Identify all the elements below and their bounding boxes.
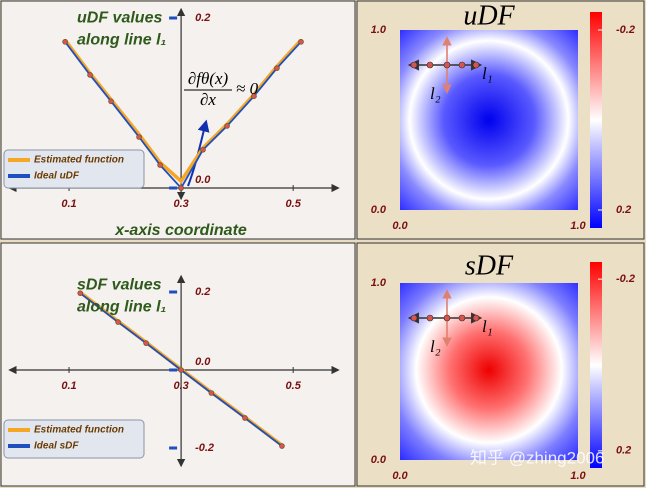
y-tick-label: 0.0: [371, 454, 387, 466]
x-tick-label: 1.0: [570, 220, 586, 232]
colorbar: [590, 12, 602, 228]
point: [208, 390, 215, 396]
legend-box: [3, 149, 145, 189]
point: [136, 134, 142, 140]
point: [298, 38, 304, 45]
point: [224, 123, 230, 129]
colorbar-tick-label: 0.2: [616, 445, 631, 457]
point: [178, 367, 184, 373]
point: [274, 65, 280, 71]
sample-dot: [426, 314, 434, 322]
legend-label: Estimated function: [34, 425, 124, 436]
point: [62, 38, 68, 45]
y-tick-label: 0.0: [195, 356, 211, 368]
chart-title: along line l₁: [77, 299, 166, 316]
sample-dot: [472, 61, 480, 69]
x-tick-label: 0.3: [173, 198, 188, 210]
y-tick-label: 0.0: [195, 174, 211, 186]
sample-dot: [443, 314, 451, 322]
x-tick-label: 0.1: [61, 198, 76, 210]
x-tick-label: 0.0: [392, 220, 408, 232]
colorbar-tick-label: 0.2: [616, 204, 631, 216]
watermark: 知乎 @zhing2006: [470, 448, 604, 467]
sample-dot: [458, 61, 466, 69]
y-tick-label: 0.2: [195, 12, 210, 24]
point: [108, 98, 114, 105]
y-tick-label: 1.0: [371, 277, 387, 289]
point: [77, 290, 84, 296]
series-line: [63, 38, 303, 184]
chart-title: along line l₁: [77, 32, 166, 49]
point: [251, 93, 257, 99]
y-tick-label: 1.0: [371, 24, 387, 36]
heatmap: [400, 283, 578, 460]
point: [279, 443, 285, 449]
x-tick-label: 0.5: [286, 380, 302, 392]
annotation-relation: ≈ 0: [236, 79, 259, 98]
x-tick-label: 0.1: [61, 380, 76, 392]
point: [143, 340, 149, 346]
annotation-denominator: ∂x: [200, 90, 216, 109]
heatmap: [400, 30, 578, 210]
chart-title: sDF values: [77, 277, 162, 294]
x-tick-label: 1.0: [570, 470, 586, 482]
l2-label: l₂: [430, 84, 441, 103]
l1-label: l₁: [482, 317, 493, 336]
y-tick-label: 0.2: [195, 286, 210, 298]
chart-title: sDF: [465, 250, 514, 281]
legend-label: Ideal uDF: [34, 171, 80, 182]
point: [200, 146, 206, 153]
legend-label: Estimated function: [34, 155, 124, 166]
legend-box: [3, 419, 145, 459]
x-axis-label: x-axis coordinate: [114, 222, 247, 239]
sample-dot: [410, 61, 418, 69]
l1-label: l₁: [482, 64, 493, 83]
l2-label: l₂: [430, 337, 441, 356]
sample-dot: [410, 314, 418, 322]
colorbar-tick-label: -0.2: [616, 273, 635, 285]
point: [178, 185, 184, 191]
sample-dot: [472, 314, 480, 322]
sample-dot: [443, 61, 451, 69]
chart-title: uDF values: [77, 10, 162, 27]
legend-label: Ideal sDF: [34, 441, 79, 452]
sample-dot: [426, 61, 434, 69]
point: [157, 162, 163, 168]
point: [115, 319, 121, 325]
y-tick-label: 0.0: [371, 204, 387, 216]
annotation-numerator: ∂fθ(x): [188, 69, 229, 88]
x-tick-label: 0.0: [392, 470, 408, 482]
x-tick-label: 0.5: [286, 198, 302, 210]
y-tick-label: -0.2: [195, 442, 214, 454]
point: [242, 415, 248, 421]
x-tick-label: 0.3: [173, 380, 188, 392]
chart-title: uDF: [463, 0, 515, 31]
point: [87, 72, 93, 78]
sample-dot: [458, 314, 466, 322]
colorbar: [590, 262, 602, 468]
colorbar-tick-label: -0.2: [616, 24, 635, 36]
